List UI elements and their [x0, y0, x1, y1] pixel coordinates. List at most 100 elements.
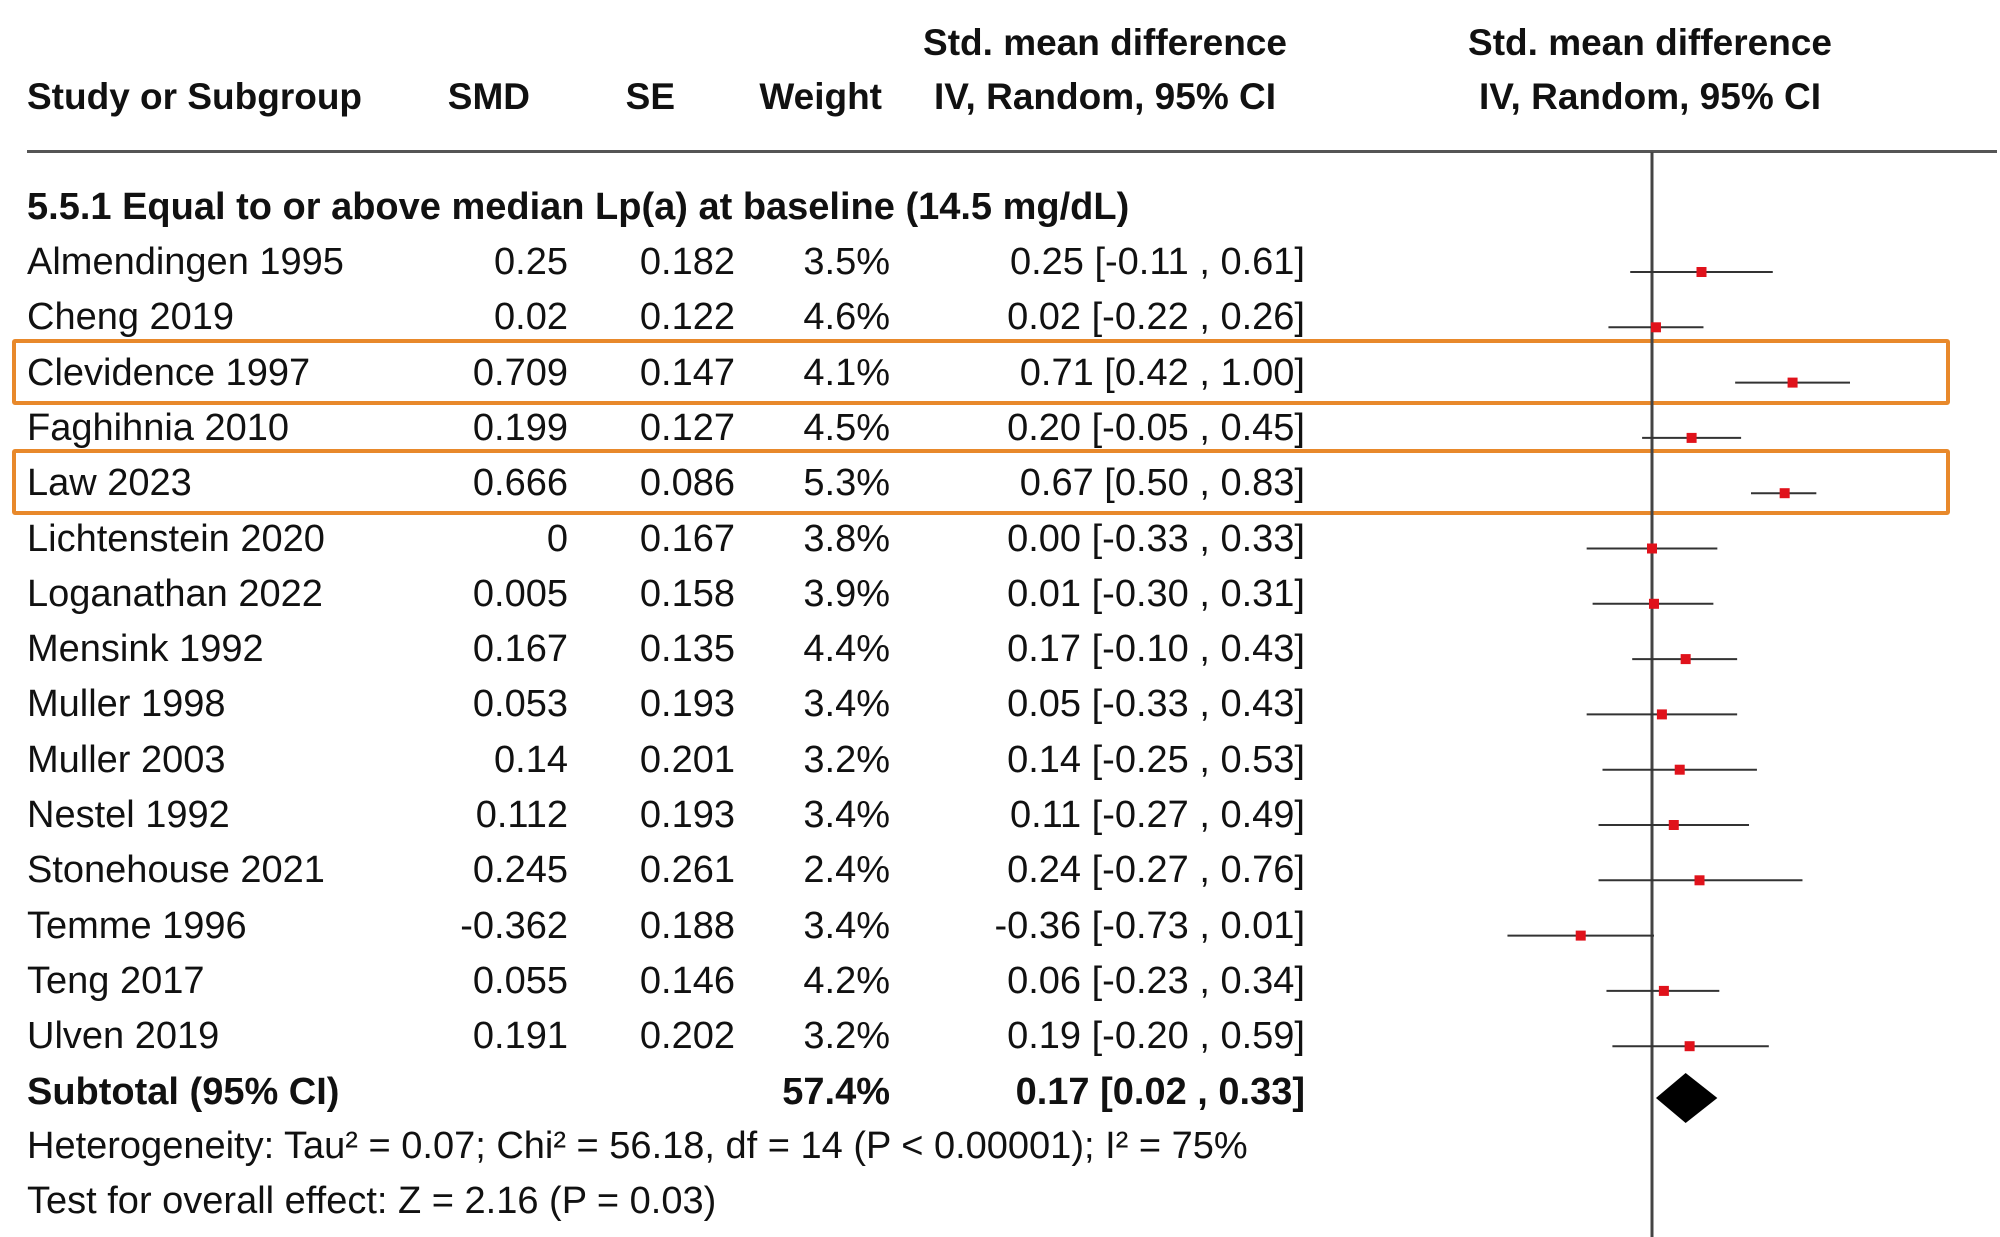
header-plot-line1: Std. mean difference	[1468, 22, 1832, 63]
study-weight: 4.6%	[803, 296, 890, 339]
study-ci: 0.19 [-0.20 , 0.59]	[1007, 1015, 1305, 1058]
study-se: 0.193	[639, 683, 735, 726]
study-smd: 0.245	[472, 849, 568, 892]
study-weight: 3.4%	[803, 683, 890, 726]
subtotal-ci: 0.17 [0.02 , 0.33]	[1015, 1071, 1305, 1113]
point-estimate	[1680, 654, 1691, 665]
study-smd: -0.362	[460, 904, 568, 947]
point-estimate	[1647, 543, 1657, 554]
study-se: 0.158	[639, 572, 735, 615]
point-estimate	[1779, 488, 1790, 499]
study-name: Lichtenstein 2020	[27, 517, 325, 560]
study-se: 0.261	[639, 849, 735, 892]
point-estimate	[1658, 985, 1669, 996]
header-study: Study or Subgroup	[27, 76, 363, 117]
study-weight: 3.8%	[803, 517, 890, 560]
study-weight: 4.5%	[803, 406, 890, 449]
study-smd: 0.167	[472, 628, 568, 671]
overall-effect-text: Test for overall effect: Z = 2.16 (P = 0…	[27, 1180, 717, 1222]
study-name: Muller 1998	[27, 683, 226, 726]
study-smd: 0.112	[475, 794, 568, 836]
study-name: Stonehouse 2021	[27, 849, 325, 892]
study-name: Nestel 1992	[27, 794, 230, 836]
study-smd: 0.25	[494, 241, 568, 283]
study-weight: 2.4%	[803, 849, 890, 892]
point-estimate	[1694, 875, 1705, 886]
study-smd: 0.709	[472, 351, 568, 394]
point-estimate	[1648, 598, 1659, 609]
study-ci: 0.02 [-0.22 , 0.26]	[1007, 296, 1305, 339]
study-se: 0.202	[639, 1015, 735, 1058]
header-se: SE	[625, 76, 675, 117]
study-weight: 3.4%	[803, 904, 890, 947]
study-se: 0.182	[639, 241, 735, 283]
study-name: Mensink 1992	[27, 628, 264, 671]
study-smd: 0.199	[472, 406, 568, 449]
study-weight: 4.1%	[803, 351, 890, 394]
point-estimate	[1696, 267, 1707, 277]
point-estimate	[1686, 432, 1697, 443]
study-se: 0.201	[639, 738, 735, 781]
header-weight: Weight	[759, 76, 882, 117]
study-ci: 0.25 [-0.11 , 0.61]	[1009, 241, 1305, 283]
point-estimate	[1656, 709, 1667, 720]
study-se: 0.188	[639, 904, 735, 947]
study-se: 0.122	[639, 296, 735, 339]
subtotal-weight: 57.4%	[782, 1071, 890, 1113]
study-weight: 3.5%	[803, 241, 890, 283]
study-ci: 0.14 [-0.25 , 0.53]	[1007, 738, 1305, 781]
header-ci-line1: Std. mean difference	[923, 22, 1287, 63]
study-ci: 0.01 [-0.30 , 0.31]	[1007, 572, 1305, 615]
study-se: 0.086	[639, 462, 735, 505]
study-name: Cheng 2019	[27, 296, 235, 339]
study-weight: 4.2%	[803, 959, 890, 1002]
subgroup-title: 5.5.1 Equal to or above median Lp(a) at …	[27, 186, 1130, 228]
study-weight: 3.9%	[803, 572, 890, 615]
study-ci: 0.20 [-0.05 , 0.45]	[1007, 406, 1305, 449]
subtotal-diamond	[1655, 1073, 1718, 1123]
study-weight: 3.4%	[803, 794, 890, 836]
header-smd: SMD	[447, 76, 530, 117]
study-smd: 0	[546, 517, 568, 560]
study-se: 0.146	[639, 959, 735, 1002]
study-weight: 5.3%	[803, 462, 890, 505]
study-ci: 0.71 [0.42 , 1.00]	[1019, 351, 1305, 394]
study-se: 0.135	[639, 628, 735, 671]
study-weight: 3.2%	[803, 1015, 890, 1058]
study-name: Almendingen 1995	[27, 241, 344, 283]
study-weight: 3.2%	[803, 738, 890, 781]
study-ci: 0.11 [-0.27 , 0.49]	[1009, 794, 1305, 836]
point-estimate	[1668, 820, 1679, 830]
header-plot-line2: IV, Random, 95% CI	[1478, 76, 1821, 117]
header-ci-line2: IV, Random, 95% CI	[933, 76, 1276, 117]
study-name: Temme 1996	[27, 904, 247, 947]
study-name: Clevidence 1997	[27, 351, 311, 394]
study-ci: 0.06 [-0.23 , 0.34]	[1007, 959, 1305, 1002]
study-smd: 0.02	[494, 296, 568, 339]
highlight-box	[12, 338, 1950, 405]
study-smd: 0.005	[472, 572, 568, 615]
study-ci: 0.67 [0.50 , 0.83]	[1019, 462, 1305, 505]
study-name: Law 2023	[27, 462, 192, 505]
study-se: 0.147	[639, 351, 735, 394]
point-estimate	[1650, 322, 1661, 333]
header-divider	[27, 150, 1997, 153]
study-se: 0.193	[639, 794, 735, 836]
study-se: 0.167	[639, 517, 735, 560]
study-smd: 0.191	[472, 1015, 568, 1058]
heterogeneity-text: Heterogeneity: Tau² = 0.07; Chi² = 56.18…	[27, 1125, 1248, 1167]
study-name: Faghihnia 2010	[27, 406, 289, 449]
study-ci: 0.05 [-0.33 , 0.43]	[1007, 683, 1305, 726]
study-weight: 4.4%	[803, 628, 890, 671]
point-estimate	[1787, 377, 1798, 388]
point-estimate	[1674, 764, 1685, 775]
study-ci: 0.17 [-0.10 , 0.43]	[1007, 628, 1305, 671]
study-name: Ulven 2019	[27, 1015, 220, 1058]
study-smd: 0.14	[494, 738, 568, 781]
study-ci: 0.00 [-0.33 , 0.33]	[1007, 517, 1305, 560]
study-name: Teng 2017	[27, 959, 205, 1002]
study-ci: -0.36 [-0.73 , 0.01]	[994, 904, 1305, 947]
subtotal-label: Subtotal (95% CI)	[27, 1071, 340, 1113]
